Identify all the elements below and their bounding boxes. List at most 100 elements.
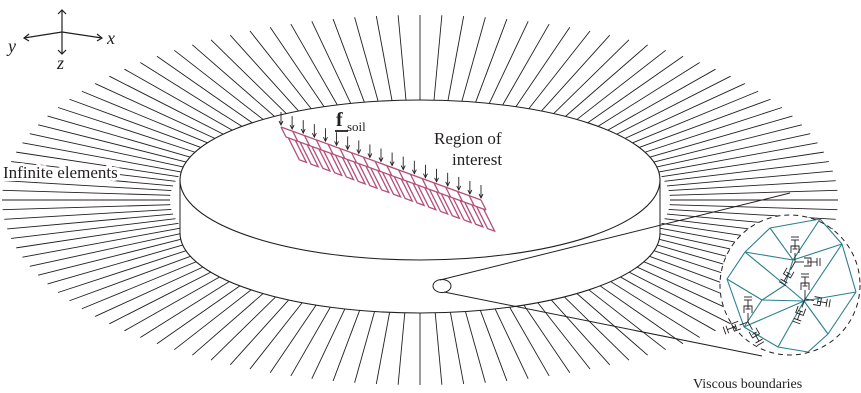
mesh-edge [743,300,805,328]
zoom-line-top [439,192,791,281]
mesh-edge [784,259,794,286]
infinite-element-ray [445,15,465,111]
infinite-element-ray [81,90,218,148]
mesh-edge [744,251,794,261]
infinite-element-ray [666,170,833,187]
infinite-element-ray [69,98,211,152]
infinite-element-ray [16,151,179,178]
foundation-crossbeam [468,195,475,206]
foundation-crossbeam [339,148,346,159]
infinite-element-ray [94,83,226,144]
force-arrowhead [411,169,417,175]
force-arrowhead [456,185,462,191]
foundation-crossbeam [433,182,440,194]
infinite-element-ray [192,44,285,125]
foundation-footing [346,159,367,186]
force-arrowhead [445,181,451,187]
dashpot-icon [800,273,810,299]
infinite-element-ray [4,180,172,192]
foundation-front-beam [280,126,482,201]
region-label-line2: interest [452,150,502,169]
dashpot-icon [804,296,831,308]
force-arrowhead [467,189,473,195]
infinite-element-ray [509,27,571,117]
infinite-element-ray [109,75,235,141]
infinite-element-ray [16,222,179,249]
mesh-edge [827,291,857,335]
infinite-element-ray [605,75,731,141]
infinite-element-ray [47,115,198,160]
force-arrowhead [323,137,328,143]
foundation-back-beam [285,136,487,211]
foundation-footing [393,176,414,203]
foundation-crossbeam [362,156,369,168]
infinite-element-ray [2,189,171,196]
infinite-element-ray [521,30,591,119]
force-arrowhead [300,128,306,135]
mesh-edge [744,251,786,286]
infinite-element-ray [11,161,176,182]
force-arrowhead [334,141,339,147]
infinite-element-ray [533,34,611,121]
foundation-footing [299,141,320,168]
infinite-element-ray [614,83,746,144]
zoom-line-bottom [443,291,763,357]
foundation-footing [405,180,426,207]
infinite-element-ray [140,62,253,134]
infinite-element-ray [596,68,716,137]
infinite-element-ray [47,240,198,285]
infinite-element-ray [29,133,187,169]
force-arrowhead [278,120,284,127]
infinite-element-ray [669,204,838,211]
foundation-crossbeam [456,191,464,202]
mesh-edge [807,333,829,353]
force-arrowhead [311,132,317,139]
foundation-crossbeam [386,165,393,176]
infinite-element-ray [210,39,296,123]
infinite-element-ray [496,23,550,115]
force-arrowhead [389,161,395,167]
infinite-element-ray [566,49,666,128]
infinite-element-ray [22,227,183,258]
infinite-element-ray [4,208,172,220]
foundation-structure [280,126,496,233]
infinite-element-ray [2,204,171,211]
foundation-footing [428,189,449,216]
foundation-footing [287,137,308,164]
dashpot-icon [743,296,753,322]
infinite-element-ray [668,180,836,192]
mesh-edge [769,218,821,229]
infinite-element-ray [69,248,211,302]
infinite-element-ray [622,90,759,148]
force-arrowhead [434,177,439,183]
mesh-edge [841,243,857,293]
foundation-footing [417,184,438,211]
force-arrowhead [400,165,406,171]
infinite-element-ray [354,17,382,112]
infinite-element-ray [544,39,630,123]
force-symbol: f [336,109,343,131]
infinite-element-ray [7,170,174,187]
axis-label-x: x [106,28,115,48]
infinite-element-ray [174,49,274,128]
dashpot-icon [778,261,796,287]
foundation-footing [476,206,496,233]
force-arrowhead [289,124,295,131]
infinite-element-ray [375,15,395,111]
infinite-element-ray [29,231,187,267]
foundation-crossbeam [421,178,428,189]
force-arrowhead [356,149,362,155]
infinite-elements-label: Infinite elements [3,163,118,182]
infinite-element-ray [471,18,508,113]
infinite-element-ray [11,218,176,239]
dashpot-icon [792,298,807,325]
mesh-edge [792,243,843,261]
mesh-edge [726,278,745,328]
mesh-edge [777,300,805,348]
infinite-element-ray [661,151,824,178]
infinite-element-ray [38,236,192,276]
infinite-element-ray [249,30,319,119]
inset-dashed-circle [719,214,861,356]
force-arrowhead [423,173,428,179]
